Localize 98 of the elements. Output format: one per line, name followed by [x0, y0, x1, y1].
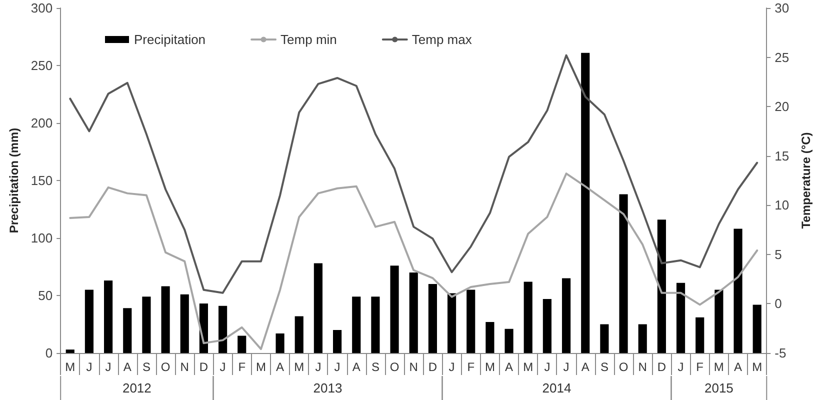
- x-tick-label: F: [238, 360, 246, 374]
- x-tick-label: S: [371, 360, 380, 374]
- bar: [542, 298, 552, 353]
- legend-label: Precipitation: [134, 32, 206, 47]
- x-tick-label: D: [657, 360, 666, 374]
- x-tick-label: M: [294, 360, 304, 374]
- bar: [332, 330, 342, 353]
- text: 2012: [122, 380, 152, 396]
- bar: [638, 324, 647, 353]
- y-tick-label: 300: [30, 0, 53, 16]
- bar: [466, 290, 476, 353]
- x-tick-label: A: [505, 360, 514, 374]
- x-tick-label: A: [276, 360, 284, 374]
- x-tick-label: D: [428, 360, 438, 374]
- x-tick-label: M: [65, 360, 76, 374]
- bar: [161, 286, 170, 353]
- bar: [276, 333, 284, 353]
- y-tick-label: 200: [30, 116, 53, 130]
- x-tick-label: O: [160, 360, 170, 374]
- x-tick-label: M: [714, 360, 724, 374]
- y2-tick-label: 0: [774, 296, 782, 312]
- x-tick-label: O: [390, 360, 400, 374]
- legend-label: Temp min: [280, 32, 337, 47]
- x-tick-label: A: [123, 360, 132, 374]
- y2-axis-title: Temperature (°C): [799, 132, 813, 229]
- x-tick-label: J: [334, 360, 340, 374]
- bar: [676, 282, 686, 353]
- bar: [294, 316, 304, 353]
- text: 2015: [704, 380, 734, 396]
- y-tick-label: 100: [30, 230, 53, 246]
- x-tick-label: J: [105, 360, 112, 374]
- bar: [752, 304, 762, 353]
- bar: [218, 306, 228, 353]
- y2-tick-label: 5: [774, 246, 782, 262]
- bar: [657, 220, 666, 353]
- bar: [66, 350, 74, 353]
- x-tick-label: J: [678, 360, 684, 374]
- x-tick-label: J: [544, 360, 550, 374]
- line-series: [69, 172, 758, 350]
- x-tick-label: J: [563, 360, 570, 374]
- bar: [600, 324, 609, 353]
- x-tick-label: A: [734, 360, 742, 374]
- text: 2014: [542, 380, 572, 396]
- x-tick-label: N: [180, 360, 189, 374]
- x-tick-label: S: [600, 360, 608, 374]
- y2-tick-label: 25: [774, 50, 790, 65]
- bar: [486, 322, 494, 353]
- x-tick-label: M: [256, 360, 266, 374]
- bar: [581, 52, 590, 353]
- bar: [504, 328, 514, 353]
- x-tick-label: M: [484, 360, 495, 374]
- bar: [371, 296, 380, 353]
- x-tick-label: S: [142, 360, 150, 374]
- y-tick-label: 50: [38, 288, 53, 303]
- x-tick-label: J: [220, 360, 226, 374]
- text: 2013: [313, 380, 342, 396]
- x-tick-label: M: [752, 360, 762, 374]
- x-tick-label: J: [315, 360, 322, 374]
- bar: [238, 336, 246, 353]
- bar: [123, 308, 132, 353]
- x-tick-label: N: [409, 360, 418, 374]
- bar: [409, 272, 418, 353]
- x-tick-label: M: [523, 360, 534, 374]
- y2-tick-label: 30: [774, 0, 790, 16]
- bar: [524, 282, 532, 353]
- y-tick-label: 0: [45, 346, 53, 360]
- x-tick-label: O: [618, 360, 628, 374]
- x-tick-label: N: [638, 360, 647, 374]
- line-series: [69, 54, 758, 294]
- bar: [447, 293, 456, 353]
- bar: [104, 280, 113, 353]
- y2-tick-label: 20: [774, 99, 790, 114]
- bar: [352, 296, 361, 353]
- x-tick-label: D: [199, 360, 208, 374]
- x-tick-label: F: [696, 360, 704, 374]
- bar: [84, 290, 94, 353]
- bar: [390, 266, 399, 353]
- y2-tick-label: 15: [774, 148, 790, 164]
- y-tick-label: 150: [30, 173, 53, 188]
- bar: [696, 317, 704, 353]
- bar: [734, 228, 742, 353]
- bar: [428, 284, 437, 353]
- y-axis-title: Precipitation (mm): [7, 128, 21, 234]
- bar: [142, 296, 151, 353]
- x-tick-label: A: [352, 360, 360, 374]
- x-tick-label: J: [86, 360, 92, 374]
- y2-tick-label: 10: [774, 198, 790, 213]
- x-tick-label: J: [448, 360, 455, 374]
- bar: [619, 194, 628, 353]
- bar: [180, 294, 189, 353]
- x-tick-label: A: [581, 360, 590, 374]
- bar: [314, 263, 322, 353]
- x-tick-label: F: [467, 360, 475, 374]
- y2-tick-label: -5: [774, 346, 786, 360]
- legend-label: Temp max: [412, 32, 472, 47]
- bar: [714, 290, 724, 353]
- y-tick-label: 250: [30, 58, 53, 73]
- bar: [562, 278, 571, 353]
